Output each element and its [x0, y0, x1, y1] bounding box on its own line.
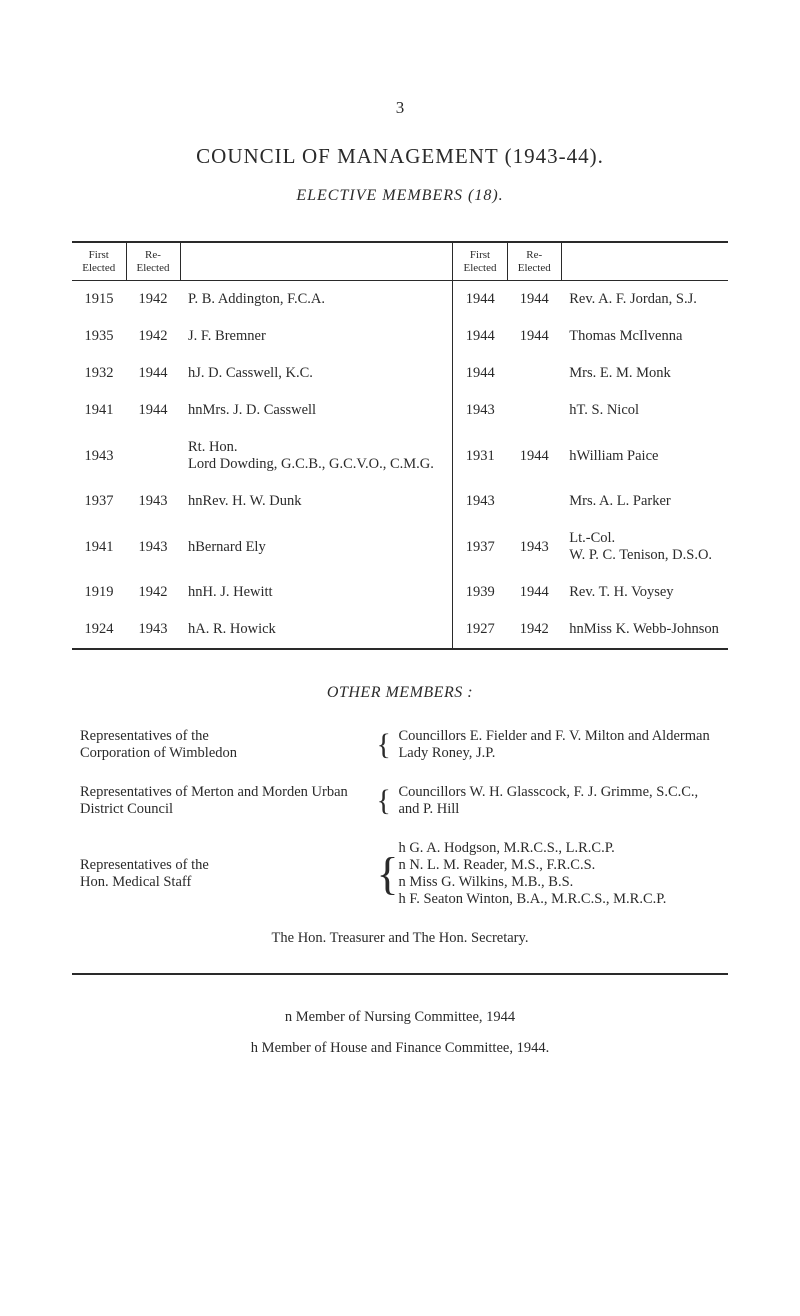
cell-re-b: 1944	[507, 281, 561, 319]
cell-first-b: 1944	[453, 281, 508, 319]
cell-first-a: 1932	[72, 355, 126, 392]
cell-first-a: 1941	[72, 520, 126, 574]
cell-re-b: 1944	[507, 574, 561, 611]
members-table-wrap: First Elected Re- Elected First Elected …	[72, 241, 728, 650]
other-members-pairs: Representatives of the Corporation of Wi…	[80, 728, 720, 908]
other-members-title: OTHER MEMBERS :	[0, 684, 800, 702]
cell-name-b: Mrs. E. M. Monk	[561, 355, 728, 392]
cell-re-a: 1943	[126, 611, 180, 649]
cell-re-b	[507, 483, 561, 520]
cell-name-a: hnRev. H. W. Dunk	[180, 483, 453, 520]
cell-first-a: 1935	[72, 318, 126, 355]
footnote-text: Member of House and Finance Committee, 1…	[258, 1040, 549, 1056]
cell-name-a: hnMrs. J. D. Casswell	[180, 392, 453, 429]
pair-right: h G. A. Hodgson, M.R.C.S., L.R.C.P. n N.…	[394, 840, 720, 908]
cell-name-a: J. F. Bremner	[180, 318, 453, 355]
cell-first-b: 1939	[453, 574, 508, 611]
cell-first-b: 1944	[453, 318, 508, 355]
cell-name-b: Mrs. A. L. Parker	[561, 483, 728, 520]
table-row: 1932 1944 hJ. D. Casswell, K.C. 1944 Mrs…	[72, 355, 728, 392]
pair-left: Representatives of Merton and Morden Urb…	[80, 784, 372, 818]
cell-first-b: 1943	[453, 392, 508, 429]
cell-name-b: hnMiss K. Webb-Johnson	[561, 611, 728, 649]
brace-icon: {	[372, 851, 394, 897]
pair-row: Representatives of Merton and Morden Urb…	[80, 784, 720, 818]
cell-re-a: 1943	[126, 483, 180, 520]
th-re-elected-a: Re- Elected	[126, 242, 180, 281]
cell-name-b: hWilliam Paice	[561, 429, 728, 483]
cell-first-b: 1931	[453, 429, 508, 483]
cell-re-b: 1942	[507, 611, 561, 649]
cell-first-a: 1919	[72, 574, 126, 611]
th-first-elected-b: First Elected	[453, 242, 508, 281]
cell-name-b: Rev. A. F. Jordan, S.J.	[561, 281, 728, 319]
cell-name-a: hA. R. Howick	[180, 611, 453, 649]
page: 3 COUNCIL OF MANAGEMENT (1943-44). ELECT…	[0, 0, 800, 1316]
members-tbody: 1915 1942 P. B. Addington, F.C.A. 1944 1…	[72, 281, 728, 650]
pair-right: Councillors W. H. Glasscock, F. J. Grimm…	[394, 784, 720, 818]
cell-name-a: P. B. Addington, F.C.A.	[180, 281, 453, 319]
footnote-nursing: n Member of Nursing Committee, 1944	[0, 1009, 800, 1026]
table-row: 1935 1942 J. F. Bremner 1944 1944 Thomas…	[72, 318, 728, 355]
brace-icon: {	[372, 786, 394, 816]
cell-first-a: 1915	[72, 281, 126, 319]
cell-re-b	[507, 392, 561, 429]
pair-left: Representatives of the Corporation of Wi…	[80, 728, 372, 762]
cell-first-b: 1937	[453, 520, 508, 574]
page-number: 3	[0, 98, 800, 118]
table-row: 1941 1943 hBernard Ely 1937 1943 Lt.-Col…	[72, 520, 728, 574]
cell-name-b: Rev. T. H. Voysey	[561, 574, 728, 611]
cell-re-a	[126, 429, 180, 483]
pair-row: Representatives of the Corporation of Wi…	[80, 728, 720, 762]
title-sub: ELECTIVE MEMBERS (18).	[0, 187, 800, 205]
footnote-prefix: h	[251, 1040, 258, 1056]
table-row: 1915 1942 P. B. Addington, F.C.A. 1944 1…	[72, 281, 728, 319]
cell-re-a: 1943	[126, 520, 180, 574]
cell-name-a: hnH. J. Hewitt	[180, 574, 453, 611]
cell-name-a: hBernard Ely	[180, 520, 453, 574]
cell-first-a: 1937	[72, 483, 126, 520]
th-name-b	[561, 242, 728, 281]
cell-first-b: 1944	[453, 355, 508, 392]
cell-name-b: Thomas McIlvenna	[561, 318, 728, 355]
cell-re-a: 1942	[126, 574, 180, 611]
cell-re-a: 1944	[126, 355, 180, 392]
members-table: First Elected Re- Elected First Elected …	[72, 241, 728, 650]
cell-first-a: 1943	[72, 429, 126, 483]
th-re-elected-b: Re- Elected	[507, 242, 561, 281]
pair-row: Representatives of the Hon. Medical Staf…	[80, 840, 720, 908]
horizontal-rule	[72, 973, 728, 975]
table-row: 1937 1943 hnRev. H. W. Dunk 1943 Mrs. A.…	[72, 483, 728, 520]
table-row: 1941 1944 hnMrs. J. D. Casswell 1943 hT.…	[72, 392, 728, 429]
brace-icon: {	[372, 730, 394, 760]
cell-re-b: 1943	[507, 520, 561, 574]
treasurer-line: The Hon. Treasurer and The Hon. Secretar…	[0, 930, 800, 947]
cell-first-a: 1924	[72, 611, 126, 649]
title-main: COUNCIL OF MANAGEMENT (1943-44).	[0, 144, 800, 169]
cell-re-a: 1942	[126, 281, 180, 319]
th-first-elected-a: First Elected	[72, 242, 126, 281]
footnote-prefix: n	[285, 1009, 292, 1025]
cell-first-a: 1941	[72, 392, 126, 429]
table-row: 1919 1942 hnH. J. Hewitt 1939 1944 Rev. …	[72, 574, 728, 611]
th-name-a	[180, 242, 453, 281]
pair-right: Councillors E. Fielder and F. V. Milton …	[394, 728, 720, 762]
cell-re-a: 1944	[126, 392, 180, 429]
cell-name-b: Lt.-Col. W. P. C. Tenison, D.S.O.	[561, 520, 728, 574]
cell-name-a: Rt. Hon. Lord Dowding, G.C.B., G.C.V.O.,…	[180, 429, 453, 483]
cell-re-b: 1944	[507, 318, 561, 355]
cell-name-b: hT. S. Nicol	[561, 392, 728, 429]
table-row: 1924 1943 hA. R. Howick 1927 1942 hnMiss…	[72, 611, 728, 649]
cell-first-b: 1927	[453, 611, 508, 649]
footnote-house: h Member of House and Finance Committee,…	[0, 1040, 800, 1057]
cell-re-a: 1942	[126, 318, 180, 355]
cell-name-a: hJ. D. Casswell, K.C.	[180, 355, 453, 392]
pair-left: Representatives of the Hon. Medical Staf…	[80, 857, 372, 891]
footnote-text: Member of Nursing Committee, 1944	[292, 1009, 515, 1025]
cell-re-b: 1944	[507, 429, 561, 483]
cell-re-b	[507, 355, 561, 392]
cell-first-b: 1943	[453, 483, 508, 520]
table-row: 1943 Rt. Hon. Lord Dowding, G.C.B., G.C.…	[72, 429, 728, 483]
table-header-row: First Elected Re- Elected First Elected …	[72, 242, 728, 281]
